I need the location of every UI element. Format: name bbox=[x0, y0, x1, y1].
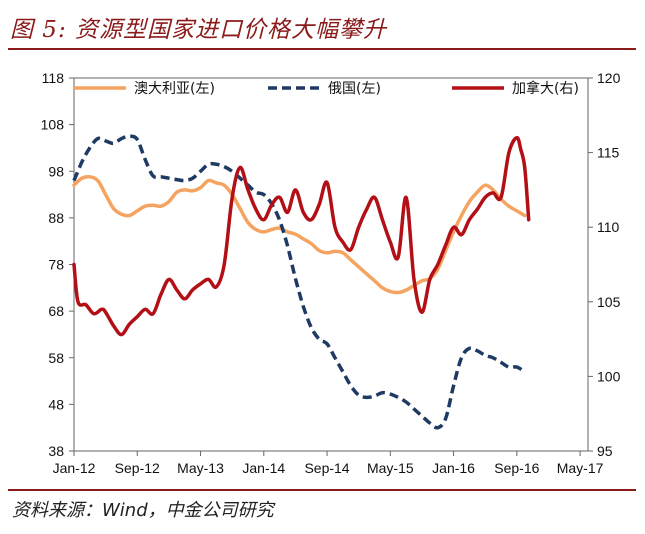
y-left-tick-label: 108 bbox=[41, 117, 65, 133]
y-right-tick-label: 95 bbox=[597, 443, 613, 459]
y-left-tick-label: 118 bbox=[42, 70, 65, 86]
series-line-russia bbox=[72, 134, 526, 430]
chart-canvas: 118 108 98 88 78 68 58 48 38 120 115 110 105 100 95 Jan… bbox=[41, 70, 621, 476]
x-tick-label: May-15 bbox=[367, 460, 414, 476]
series-line-australia bbox=[72, 174, 527, 295]
legend-label: 俄国(左) bbox=[328, 81, 381, 97]
y-right-tick-label: 120 bbox=[597, 70, 621, 86]
legend-label: 加拿大(右) bbox=[512, 80, 579, 97]
title-rule bbox=[8, 48, 636, 50]
y-right-tick-label: 105 bbox=[597, 294, 621, 310]
y-left-tick-label: 98 bbox=[48, 163, 64, 179]
x-tick-label: Sep-14 bbox=[304, 460, 349, 476]
source-note: 资料来源：Wind，中金公司研究 bbox=[12, 500, 274, 521]
plot-frame bbox=[73, 77, 589, 452]
y-left-tick-label: 58 bbox=[48, 350, 64, 366]
y-left-tick-label: 78 bbox=[48, 257, 64, 273]
y-right-tick-label: 115 bbox=[597, 145, 620, 161]
y-left-tick-label: 88 bbox=[48, 210, 64, 226]
y-right-tick-label: 100 bbox=[597, 368, 621, 384]
chart-title: 图 5: 资源型国家进口价格大幅攀升 bbox=[10, 17, 388, 43]
series-line-canada bbox=[72, 135, 531, 337]
y-left-tick-label: 48 bbox=[48, 396, 64, 412]
x-tick-label: Jan-12 bbox=[53, 460, 96, 476]
x-tick-label: Jan-16 bbox=[432, 460, 475, 476]
x-tick-label: May-13 bbox=[177, 460, 224, 476]
y-left-tick-label: 68 bbox=[48, 303, 64, 319]
source-rule bbox=[8, 489, 636, 491]
x-tick-label: Sep-12 bbox=[115, 460, 160, 476]
x-tick-label: Sep-16 bbox=[494, 460, 539, 476]
y-right-tick-label: 110 bbox=[597, 219, 620, 235]
legend-label: 澳大利亚(左) bbox=[134, 81, 215, 97]
x-tick-label: May-17 bbox=[557, 460, 604, 476]
x-tick-label: Jan-14 bbox=[242, 460, 285, 476]
y-left-tick-label: 38 bbox=[48, 443, 64, 459]
